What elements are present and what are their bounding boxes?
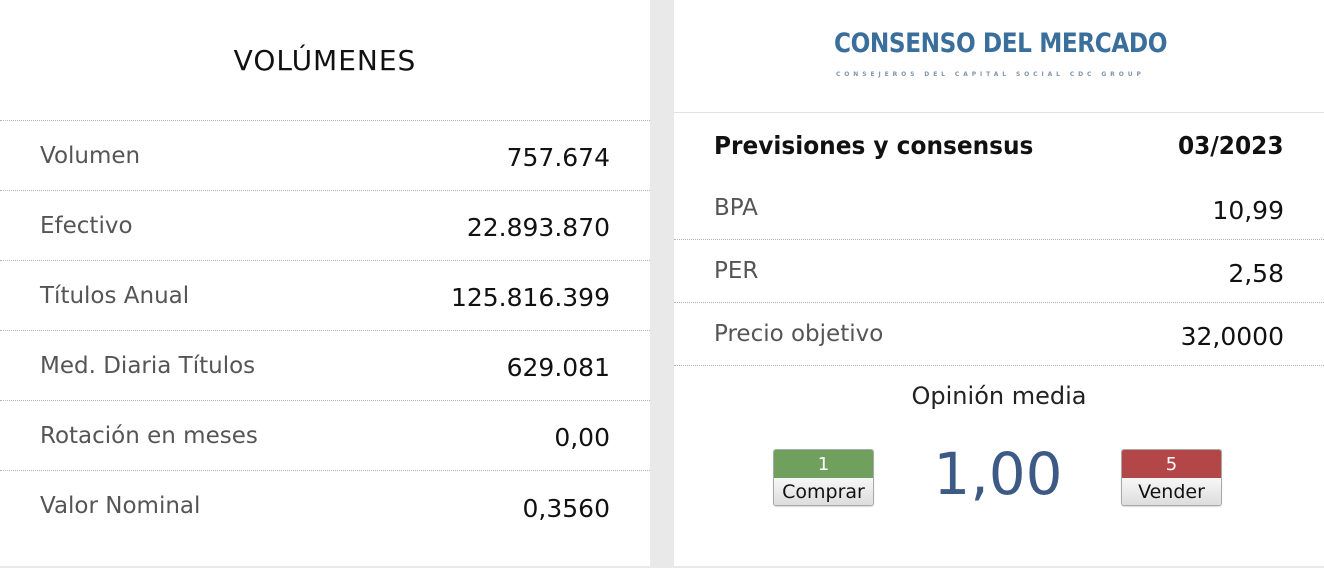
sell-label: Vender [1122,478,1221,505]
cash-label: Efectivo [40,212,133,239]
buy-button[interactable]: 1 Comprar [773,449,874,506]
consensus-logo[interactable]: CONSENSO DEL MERCADO CONSEJEROS DEL CAPI… [674,0,1324,113]
forecast-header-date: 03/2023 [1178,130,1284,160]
annual-shares-value: 125.816.399 [450,283,610,312]
average-opinion-score: 1,00 [933,440,1063,508]
volume-label: Volumen [40,142,141,169]
eps-row: BPA 10,99 [674,177,1324,240]
nominal-value-value: 0,3560 [522,493,610,523]
daily-avg-shares-value: 629.081 [506,353,610,382]
rotation-months-row: Rotación en meses 0,00 [0,401,650,471]
rotation-months-value: 0,00 [554,423,610,452]
sell-count: 5 [1122,450,1221,478]
annual-shares-row: Títulos Anual 125.816.399 [0,261,650,331]
buy-label: Comprar [774,478,873,505]
buy-count: 1 [774,450,873,478]
average-opinion-title: Opinión media [911,382,1087,410]
eps-value: 10,99 [1212,195,1284,225]
target-price-label: Precio objetivo [714,321,884,347]
annual-shares-label: Títulos Anual [40,282,190,309]
sell-button[interactable]: 5 Vender [1121,449,1222,506]
forecast-header-label: Previsiones y consensus [714,130,1034,160]
nominal-value-row: Valor Nominal 0,3560 [0,471,650,541]
volume-row: Volumen 757.674 [0,121,650,191]
nominal-value-label: Valor Nominal [40,493,201,519]
per-row: PER 2,58 [674,240,1324,303]
logo-main-text: CONSENSO DEL MERCADO [834,28,1168,59]
volumes-panel: VOLÚMENES Volumen 757.674 Efectivo 22.89… [0,0,650,566]
per-value: 2,58 [1228,258,1284,288]
logo-sub-text: CONSEJEROS DEL CAPITAL SOCIAL CDC GROUP [836,71,1145,78]
cash-value: 22.893.870 [466,213,610,242]
forecast-header: Previsiones y consensus 03/2023 [674,113,1324,177]
target-price-value: 32,0000 [1180,321,1284,351]
eps-label: BPA [714,195,758,221]
volumes-title: VOLÚMENES [0,0,650,121]
consensus-panel: CONSENSO DEL MERCADO CONSEJEROS DEL CAPI… [674,0,1324,566]
daily-avg-shares-label: Med. Diaria Títulos [40,352,256,379]
daily-avg-shares-row: Med. Diaria Títulos 629.081 [0,331,650,401]
volume-value: 757.674 [506,143,610,172]
per-label: PER [714,258,759,284]
target-price-row: Precio objetivo 32,0000 [674,303,1324,366]
rotation-months-label: Rotación en meses [40,422,258,449]
cash-row: Efectivo 22.893.870 [0,191,650,261]
